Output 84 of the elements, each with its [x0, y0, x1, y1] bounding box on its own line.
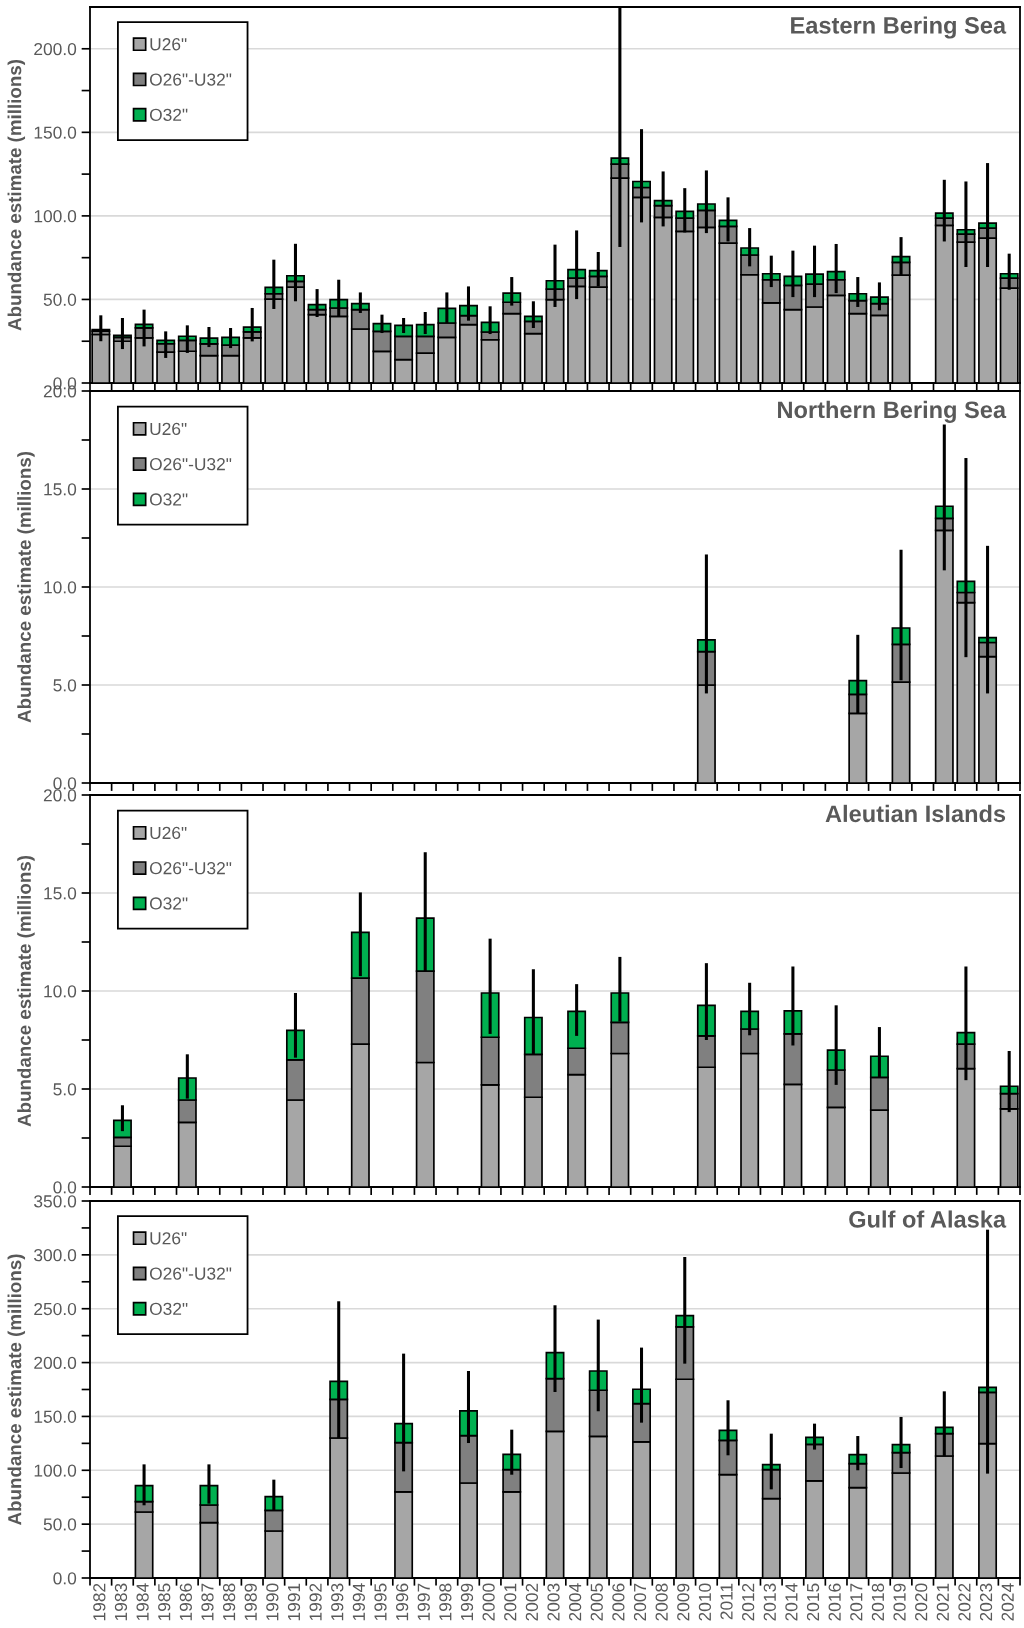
y-tick-label: 5.0 [53, 679, 77, 692]
x-tick-label: 1996 [395, 1583, 409, 1621]
x-tick-label: 2021 [936, 1583, 949, 1621]
x-tick-label: 2020 [915, 1583, 928, 1621]
y-tick-label: 20.0 [43, 789, 77, 802]
legend-label: O32" [149, 1302, 188, 1316]
x-tick-label: 2003 [547, 1583, 560, 1621]
legend-label: O32" [149, 897, 188, 910]
x-tick-label: 1993 [331, 1583, 344, 1621]
y-axis-title: Abundance estimate (millions) [7, 1254, 26, 1525]
y-tick-label: 15.0 [44, 483, 77, 496]
x-tick-label: 2017 [850, 1583, 863, 1621]
x-tick-label: 1988 [222, 1583, 236, 1621]
x-tick-label: 1999 [460, 1583, 474, 1621]
y-tick-label: 150.0 [34, 1410, 77, 1423]
x-tick-label: 2000 [482, 1583, 495, 1621]
x-tick-label: 2005 [590, 1583, 603, 1621]
legend-label: O26"-U32" [149, 1267, 232, 1280]
x-tick-label: 2024 [1001, 1583, 1014, 1621]
y-tick-label: 200.0 [34, 42, 77, 56]
y-tick-label: 250.0 [34, 1302, 77, 1316]
x-tick-label: 1989 [244, 1583, 257, 1621]
legend-label: O26"-U32" [149, 73, 232, 86]
x-tick-label: 2013 [763, 1583, 776, 1621]
x-tick-label: 1982 [93, 1583, 106, 1621]
legend-label: U26" [150, 826, 187, 840]
x-tick-label: 1990 [266, 1583, 279, 1621]
x-tick-label: 2019 [893, 1583, 906, 1621]
y-tick-label: 100.0 [34, 210, 77, 223]
y-tick-label: 300.0 [34, 1249, 77, 1262]
x-tick-label: 2012 [742, 1583, 755, 1621]
x-tick-label: 2009 [677, 1583, 690, 1621]
x-tick-label: 2001 [504, 1583, 517, 1621]
x-tick-label: 2022 [958, 1583, 971, 1621]
x-tick-label: 1987 [201, 1583, 214, 1621]
x-tick-label: 2018 [871, 1583, 885, 1621]
y-tick-label: 350.0 [34, 1195, 77, 1208]
y-tick-label: 50.0 [43, 293, 77, 306]
x-tick-label: 2015 [806, 1583, 820, 1621]
x-tick-label: 2008 [655, 1583, 668, 1621]
legend-label: U26" [150, 1232, 187, 1245]
y-tick-label: 10.0 [44, 581, 77, 594]
y-tick-label: 0.0 [53, 1572, 77, 1585]
x-tick-label: 2023 [979, 1583, 993, 1621]
x-tick-label: 2010 [698, 1583, 712, 1621]
legend-label: O26"-U32" [149, 862, 232, 875]
x-tick-label: 1995 [374, 1583, 387, 1621]
y-tick-label: 0.0 [53, 1181, 77, 1194]
x-tick-label: 1994 [352, 1583, 366, 1621]
x-tick-label: 1998 [439, 1583, 452, 1621]
x-tick-label: 1997 [417, 1583, 430, 1621]
x-tick-label: 1986 [179, 1583, 192, 1621]
chart-title: Northern Bering Sea [778, 400, 1007, 423]
legend-label: U26" [150, 422, 187, 436]
x-tick-label: 1992 [309, 1583, 322, 1621]
legend-label: O26"-U32" [149, 458, 232, 471]
y-tick-label: 100.0 [34, 1464, 77, 1477]
x-tick-label: 2004 [568, 1583, 582, 1621]
y-tick-label: 15.0 [44, 887, 77, 900]
chart-title: Aleutian Islands [825, 804, 1006, 823]
y-axis-title: Abundance estimate (millions) [17, 451, 35, 723]
x-tick-label: 2007 [633, 1583, 647, 1621]
x-tick-label: 2014 [785, 1583, 798, 1621]
legend-label: O32" [149, 493, 188, 506]
legend-label: O32" [149, 108, 188, 121]
y-tick-label: 150.0 [34, 126, 77, 139]
x-tick-label: 2002 [525, 1583, 539, 1621]
y-axis-title: Abundance estimate (millions) [17, 855, 35, 1127]
x-tick-label: 1985 [158, 1583, 171, 1621]
x-tick-label: 2011 [720, 1583, 733, 1620]
legend-label: U26" [150, 38, 187, 51]
x-tick-label: 1984 [136, 1583, 149, 1621]
y-tick-label: 200.0 [34, 1356, 77, 1370]
x-tick-label: 1983 [114, 1583, 128, 1621]
y-tick-label: 10.0 [44, 985, 77, 998]
chart-title: Gulf of Alaska [849, 1210, 1007, 1228]
y-axis-title: Abundance estimate (millions) [7, 59, 26, 331]
x-tick-label: 2016 [828, 1583, 841, 1621]
y-tick-label: 5.0 [53, 1083, 77, 1096]
x-tick-label: 2006 [612, 1583, 625, 1621]
chart-title: Eastern Bering Sea [791, 16, 1007, 39]
x-tick-label: 1991 [287, 1583, 301, 1621]
y-tick-label: 50.0 [43, 1518, 77, 1531]
y-tick-label: 0.0 [53, 777, 77, 790]
